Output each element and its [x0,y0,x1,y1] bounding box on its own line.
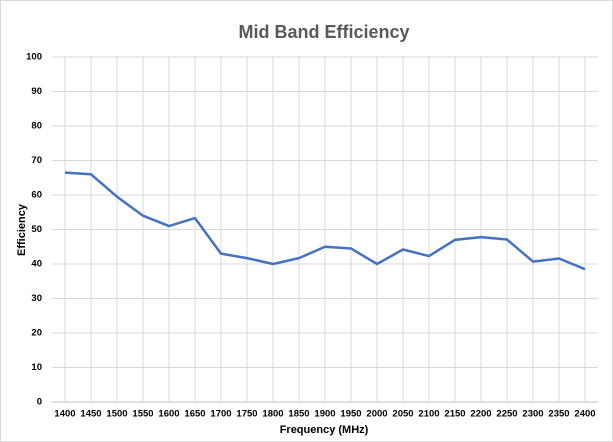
y-axis-title: Efficiency [16,203,28,256]
x-tick-label: 2150 [444,409,465,420]
x-tick-label: 2250 [496,409,517,420]
x-tick-label: 2000 [366,409,387,420]
y-tick-label: 40 [31,259,42,270]
y-tick-label: 70 [31,155,42,166]
x-tick-label: 2350 [548,409,569,420]
y-tick-label: 0 [37,397,42,408]
x-tick-label: 1800 [262,409,283,420]
x-tick-label: 1700 [210,409,231,420]
chart-title: Mid Band Efficiency [238,22,409,42]
x-tick-label: 1400 [54,409,75,420]
x-tick-label: 1600 [158,409,179,420]
x-tick-label: 1750 [236,409,257,420]
data-line [64,171,586,271]
y-tick-label: 90 [31,86,42,97]
x-tick-label: 1650 [184,409,205,420]
x-axis-title: Frequency (MHz) [280,424,369,436]
y-tick-label: 20 [31,328,42,339]
x-tick-label: 1950 [340,409,361,420]
x-tick-label: 2300 [522,409,543,420]
x-tick-label: 1450 [80,409,101,420]
y-tick-label: 10 [31,362,42,373]
x-tick-label: 1900 [314,409,335,420]
x-tick-label: 1500 [106,409,127,420]
x-tick-label: 1550 [132,409,153,420]
y-tick-label: 80 [31,121,42,132]
x-tick-label: 1850 [288,409,309,420]
x-tick-label: 2100 [418,409,439,420]
x-tick-label: 2050 [392,409,413,420]
y-tick-label: 30 [31,293,42,304]
y-tick-label: 50 [31,224,42,235]
y-tick-label: 100 [26,52,42,63]
x-tick-label: 2200 [470,409,491,420]
x-tick-label: 2400 [574,409,595,420]
y-tick-label: 60 [31,190,42,201]
